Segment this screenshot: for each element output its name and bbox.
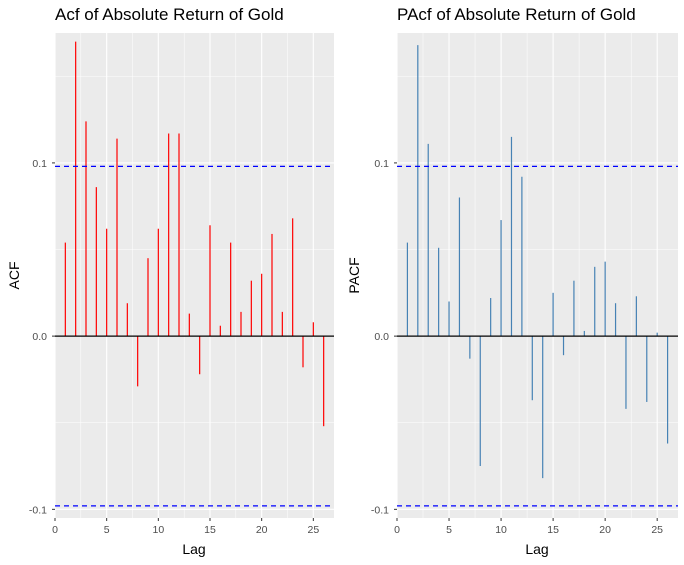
acf-x-tick-label: 0 bbox=[52, 524, 58, 536]
pacf-x-tick-label: 15 bbox=[547, 524, 559, 536]
pacf-x-tick-label: 25 bbox=[651, 524, 663, 536]
acf-x-tick-label: 25 bbox=[307, 524, 319, 536]
acf-x-tick-label: 5 bbox=[104, 524, 110, 536]
pacf-x-axis-title: Lag bbox=[525, 541, 548, 557]
acf-y-axis-title: ACF bbox=[6, 262, 22, 290]
pacf-y-tick-label: -0.1 bbox=[371, 504, 389, 516]
pacf-x-tick-label: 10 bbox=[495, 524, 507, 536]
acf-x-axis-title: Lag bbox=[182, 541, 205, 557]
acf-y-tick-label: -0.1 bbox=[29, 504, 47, 516]
pacf-chart-title: PAcf of Absolute Return of Gold bbox=[397, 5, 636, 24]
acf-x-tick-label: 10 bbox=[152, 524, 164, 536]
acf-x-tick-label: 20 bbox=[256, 524, 268, 536]
pacf-chart: -0.1 0.0 0.1 0 5 10 15 20 25 PAcf of Absolute Ret… bbox=[346, 5, 678, 557]
pacf-y-tick-label: 0.0 bbox=[374, 331, 389, 343]
pacf-y-tick-label: 0.1 bbox=[374, 158, 389, 170]
acf-y-tick-label: 0.1 bbox=[32, 158, 47, 170]
acf-chart-title: Acf of Absolute Return of Gold bbox=[55, 5, 284, 24]
acf-chart: -0.1 0.0 0.1 0 5 10 15 20 25 Acf of Absolute Retu… bbox=[6, 5, 334, 557]
pacf-x-tick-label: 0 bbox=[394, 524, 400, 536]
pacf-y-axis-title: PACF bbox=[346, 257, 362, 293]
pacf-x-tick-label: 20 bbox=[599, 524, 611, 536]
acf-x-tick-label: 15 bbox=[204, 524, 216, 536]
pacf-x-tick-label: 5 bbox=[446, 524, 452, 536]
acf-y-tick-label: 0.0 bbox=[32, 331, 47, 343]
